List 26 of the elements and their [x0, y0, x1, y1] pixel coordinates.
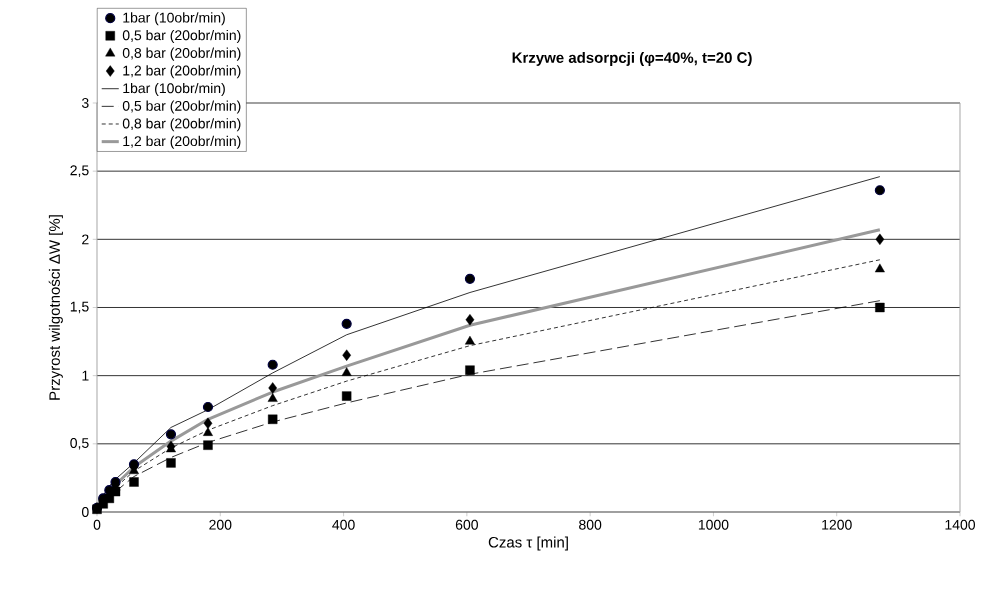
legend-label: 1bar (10obr/min)	[123, 12, 225, 26]
x-tick-label: 200	[209, 519, 232, 530]
y-tick-label: 0	[81, 507, 89, 517]
legend-label: 1bar (10obr/min)	[123, 82, 225, 96]
legend-label: 0,8 bar (20obr/min)	[122, 118, 241, 132]
x-tick-label: 800	[579, 519, 602, 530]
y-tick-label: 2	[82, 234, 89, 245]
x-tick-label: 1200	[822, 519, 852, 530]
x-tick-label: 600	[455, 519, 478, 530]
y-tick-label: 0,5	[70, 438, 89, 450]
y-tick-label: 3	[81, 98, 89, 108]
y-tick-label: 1,5	[70, 301, 89, 314]
y-tick-label: 2,5	[70, 165, 89, 177]
chart-title: Krzywe adsorpcji (φ=40%, t=20 C)	[512, 51, 752, 66]
legend-label: 1,2 bar (20obr/min)	[123, 65, 241, 79]
y-axis-title: Przyrost wilgotności ΔW [%]	[48, 215, 63, 400]
y-tick-label: 1	[82, 370, 89, 381]
x-axis-title: Czas τ [min]	[488, 536, 568, 551]
x-tick-label: 400	[332, 519, 355, 530]
x-tick-label: 1000	[698, 519, 729, 530]
legend-label: 0,5 bar (20obr/min)	[122, 100, 241, 114]
x-tick-label: 0	[93, 519, 101, 530]
x-tick-label: 1400	[945, 519, 976, 530]
legend-label: 0,5 bar (20obr/min)	[122, 29, 241, 43]
legend-label: 0,8 bar (20obr/min)	[122, 47, 241, 61]
legend-label: 1,2 bar (20obr/min)	[123, 135, 241, 149]
